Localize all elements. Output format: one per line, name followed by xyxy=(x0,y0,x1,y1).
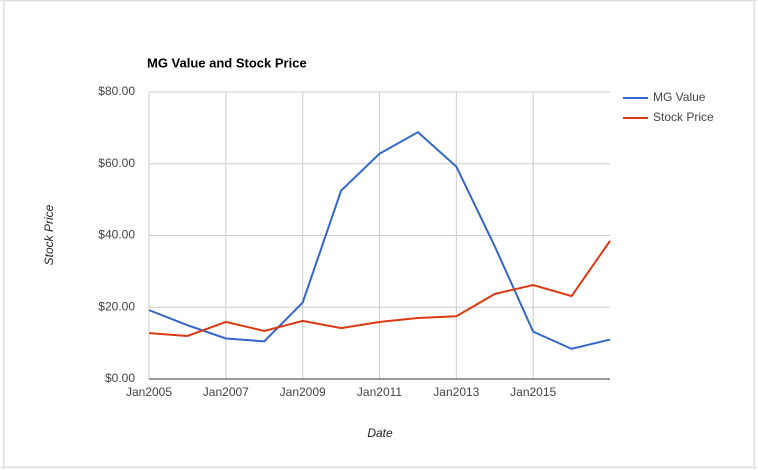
x-tick-label: Jan2013 xyxy=(433,385,479,399)
x-tick-label: Jan2015 xyxy=(510,385,556,399)
y-axis-title: Stock Price xyxy=(42,204,56,265)
x-axis-title: Date xyxy=(367,426,393,440)
y-tick-label: $80.00 xyxy=(98,84,135,98)
y-tick-label: $0.00 xyxy=(105,371,135,385)
legend-label: MG Value xyxy=(653,90,706,104)
chart-title: MG Value and Stock Price xyxy=(147,55,307,70)
y-tick-label: $60.00 xyxy=(98,156,135,170)
series-line xyxy=(148,130,611,350)
x-tick-label: Jan2011 xyxy=(357,385,402,399)
y-tick-label: $40.00 xyxy=(98,228,135,242)
x-tick-label: Jan2009 xyxy=(280,385,326,399)
series-line xyxy=(148,240,611,337)
y-tick-label: $20.00 xyxy=(98,299,135,313)
legend-label: Stock Price xyxy=(653,110,714,124)
x-tick-label: Jan2005 xyxy=(126,385,172,399)
x-tick-label: Jan2007 xyxy=(203,385,249,399)
